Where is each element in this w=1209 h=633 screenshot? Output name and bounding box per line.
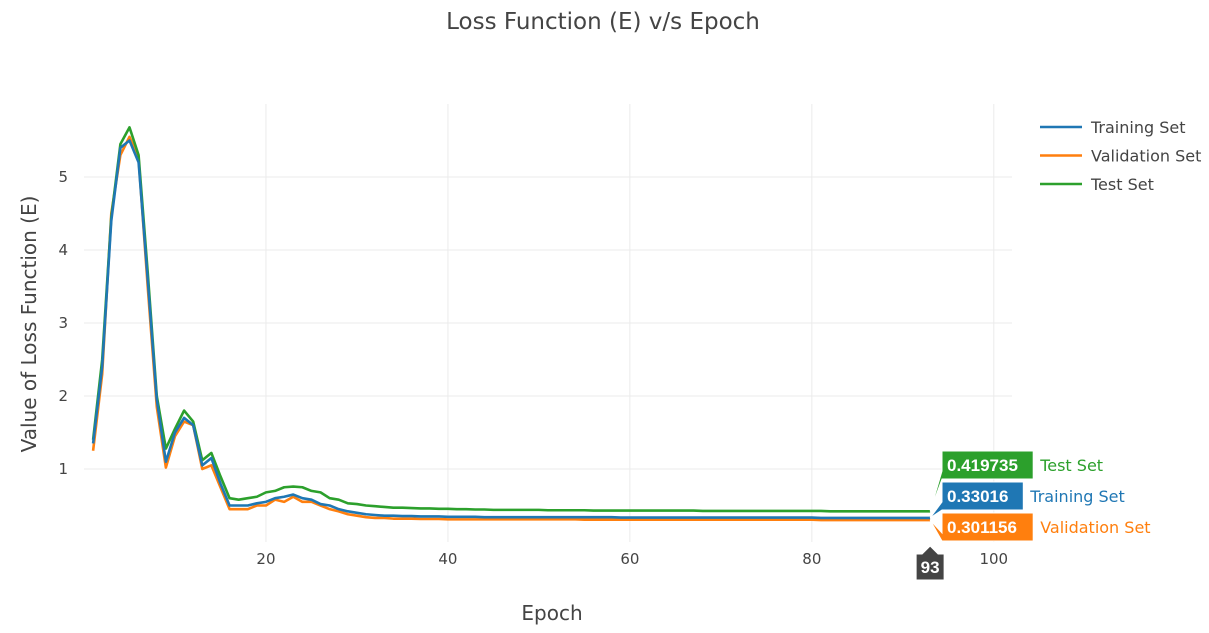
series-line-test-set[interactable]	[91, 126, 931, 513]
grid-layer	[84, 104, 1012, 542]
legend-item[interactable]: Training Set	[1040, 118, 1186, 137]
series-line-training-set[interactable]	[91, 139, 931, 520]
series-layer[interactable]	[91, 126, 931, 522]
hover-label: 0.33016 Training Set	[929, 481, 1125, 519]
hover-tooltip: 0.419735 Test Set 0.33016 Training Set 0.301…	[915, 450, 1151, 581]
hover-label-series: Validation Set	[1040, 518, 1150, 537]
chart-title: Loss Function (E) v/s Epoch	[446, 9, 760, 35]
hover-x-box	[915, 545, 945, 581]
x-tick-label: 80	[802, 550, 821, 568]
hover-x-value: 93	[921, 558, 940, 577]
y-tick-label: 3	[58, 314, 68, 332]
x-tick-label: 60	[620, 550, 639, 568]
hover-label: 0.419735 Test Set	[929, 450, 1103, 512]
legend-item[interactable]: Validation Set	[1040, 147, 1201, 166]
hover-label-box	[929, 450, 1034, 512]
tick-layer: 20 40 60 80 100 1 2 3 4 5	[58, 168, 1008, 568]
y-tick-label: 5	[58, 168, 68, 186]
x-tick-label: 20	[256, 550, 275, 568]
hover-label-value: 0.419735	[947, 456, 1018, 475]
hover-label-series: Training Set	[1029, 487, 1125, 506]
y-tick-label: 2	[58, 387, 68, 405]
hover-label-series: Test Set	[1039, 456, 1103, 475]
x-tick-label: 40	[438, 550, 457, 568]
legend: Training Set Validation Set Test Set	[1040, 118, 1201, 194]
hover-label-box	[929, 512, 1034, 542]
x-axis-title: Epoch	[521, 601, 582, 625]
legend-label: Test Set	[1090, 175, 1154, 194]
hover-label-value: 0.301156	[947, 518, 1017, 537]
legend-label: Training Set	[1090, 118, 1186, 137]
hover-x-tag: 93	[915, 545, 945, 581]
legend-label: Validation Set	[1091, 147, 1201, 166]
y-tick-label: 1	[58, 460, 68, 478]
hover-label-value: 0.33016	[947, 487, 1008, 506]
hover-label: 0.301156 Validation Set	[929, 512, 1151, 542]
y-axis-title: Value of Loss Function (E)	[17, 196, 41, 453]
x-tick-label: 100	[979, 550, 1008, 568]
hover-label-box	[929, 481, 1024, 519]
y-tick-label: 4	[58, 241, 68, 259]
legend-item[interactable]: Test Set	[1040, 175, 1154, 194]
series-line-validation-set[interactable]	[91, 135, 931, 522]
